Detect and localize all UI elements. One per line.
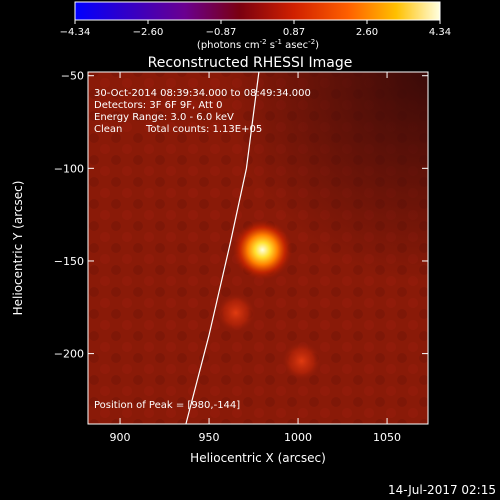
peak-position-text: Position of Peak = [980,-144] [94, 400, 240, 411]
colorbar-tick-label: 0.87 [283, 27, 305, 38]
method-text: Clean [94, 124, 122, 135]
y-tick-label: −150 [54, 255, 84, 268]
colorbar [74, 1, 441, 21]
colorbar-tick-label: −4.34 [60, 27, 91, 38]
colorbar-tick-label: 2.60 [356, 27, 378, 38]
y-tick-label: −50 [61, 70, 84, 83]
colorbar-unit-label: (photons cm-2 s-1 asec-2) [197, 38, 319, 51]
timestamp: 14-Jul-2017 02:15 [388, 483, 496, 497]
colorbar-tick-label: −0.87 [206, 27, 237, 38]
x-axis-label: Heliocentric X (arcsec) [190, 451, 326, 465]
x-axis-ticks: 900 950 1000 1050 [110, 72, 401, 444]
plot-frame [87, 71, 429, 425]
energy-range-text: Energy Range: 3.0 - 6.0 keV [94, 112, 234, 123]
image-map [88, 72, 428, 424]
y-axis-ticks: −50 −100 −150 −200 [54, 70, 428, 361]
y-axis-label: Heliocentric Y (arcsec) [11, 181, 25, 316]
secondary-source [281, 341, 322, 382]
solar-limb [185, 72, 260, 424]
chart-title: Reconstructed RHESSI Image [148, 55, 353, 71]
time-range-text: 30-Oct-2014 08:39:34.000 to 08:49:34.000 [94, 88, 311, 99]
y-tick-label: −100 [54, 162, 84, 175]
x-tick-label: 1050 [373, 431, 401, 444]
detectors-text: Detectors: 3F 6F 9F, Att 0 [94, 100, 222, 111]
x-tick-label: 950 [199, 431, 220, 444]
colorbar-tick-label: −2.60 [133, 27, 164, 38]
colorbar-ticks: −4.34 −2.60 −0.87 0.87 2.60 4.34 [60, 20, 451, 38]
y-tick-label: −200 [54, 348, 84, 361]
peak-source [232, 219, 293, 280]
secondary-source [215, 292, 256, 333]
total-counts-text: Total counts: 1.13E+05 [145, 124, 262, 135]
x-tick-label: 900 [110, 431, 131, 444]
x-tick-label: 1000 [284, 431, 312, 444]
colorbar-tick-label: 4.34 [429, 27, 451, 38]
